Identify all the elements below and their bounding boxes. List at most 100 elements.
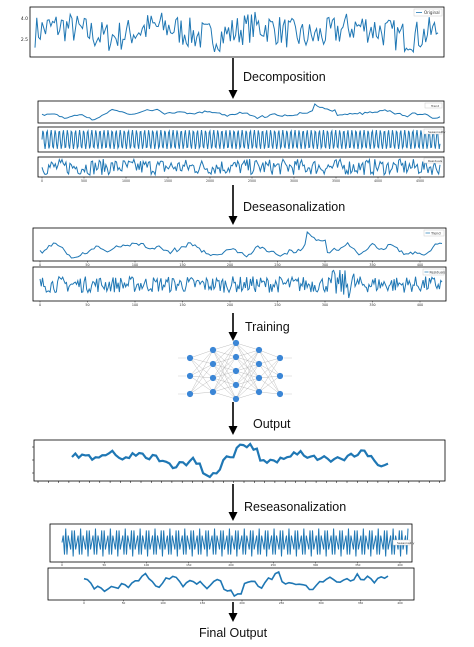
axis-tick-label: 3000	[290, 179, 298, 183]
nn-node	[276, 390, 284, 398]
nn-connection	[189, 349, 214, 395]
axis-tick-label: 300	[322, 303, 328, 307]
nn-connection	[258, 363, 281, 377]
decomp-trend-chart: Trend	[37, 100, 445, 124]
nn-node	[232, 339, 240, 347]
reseason-seasonality-xticks: 0 50 100 150 200 250 300 350 400	[61, 562, 403, 567]
nn-connection	[235, 363, 260, 400]
axis-tick-label: 350	[369, 303, 375, 307]
axis-tick-label: 300	[318, 601, 324, 605]
deseason-trend-line	[39, 231, 443, 259]
nn-connection	[189, 375, 214, 379]
decomp-xaxis-ticks: 0 500 1000 1500 2000 2500 3000 3500 4000 4500	[41, 177, 424, 183]
axis-tick-label: 200	[227, 263, 233, 267]
axis-tick-label: 0	[39, 303, 41, 307]
nn-connection	[258, 357, 281, 379]
nn-connection	[235, 349, 260, 372]
axis-tick-label: 250	[274, 303, 280, 307]
original-chart: 4.0 2.5 Original	[21, 6, 445, 58]
axis-tick-label: 4500	[416, 179, 424, 183]
nn-connection	[258, 391, 281, 395]
step-label-deseasonalization: Deseasonalization	[243, 200, 345, 214]
decomp-trend-line	[41, 103, 441, 121]
axis-tick-label: 200	[239, 601, 245, 605]
nn-connection	[258, 375, 281, 393]
reseason-output-chart: 0 50 100 150 200 250 300 350 400	[47, 567, 415, 605]
axis-tick-label: 300	[322, 263, 328, 267]
nn-connection	[189, 357, 214, 393]
decomp-seasonality-legend-label: Seasonality	[428, 130, 446, 134]
axis-tick-label: 100	[144, 563, 150, 567]
original-ytick-bottom: 2.5	[21, 37, 28, 43]
deseason-residuals-legend-label: Residuals	[430, 271, 446, 275]
axis-tick-label: 50	[122, 601, 126, 605]
axis-tick-label: 400	[417, 303, 423, 307]
step-label-training: Training	[245, 320, 290, 334]
original-chart-frame	[29, 6, 445, 58]
nn-connection	[189, 349, 214, 377]
nn-connection	[189, 363, 214, 395]
nn-node	[209, 360, 217, 368]
deseason-residuals-legend	[422, 268, 445, 276]
nn-node	[186, 372, 194, 380]
decomp-residuals-chart: Residuals 0 500 1000 1500 2000 2500 3000 3500 40…	[37, 156, 445, 183]
decomp-residuals-legend	[423, 157, 443, 164]
output-chart	[32, 439, 446, 483]
deseason-residuals-xticks: 0 50 100 150 200 250 300 350 400	[39, 301, 423, 307]
nn-connection	[235, 349, 260, 358]
deseason-trend-frame	[32, 227, 447, 262]
output-axis-ticks	[32, 446, 440, 483]
original-legend	[413, 8, 443, 17]
nn-connection	[258, 377, 281, 395]
axis-tick-label: 400	[417, 263, 423, 267]
nn-connection	[235, 349, 260, 386]
nn-connection	[258, 357, 281, 393]
nn-connection	[189, 375, 214, 393]
axis-tick-label: 350	[369, 263, 375, 267]
reseason-seasonality-chart: Seasonality 0 50 100 150 200 250 300 350 400	[49, 523, 415, 567]
nn-node	[186, 390, 194, 398]
nn-connection	[258, 349, 281, 359]
step-label-final-output: Final Output	[199, 626, 268, 640]
original-legend-label: Original	[424, 10, 440, 15]
axis-tick-label: 150	[186, 563, 192, 567]
axis-tick-label: 3500	[332, 179, 340, 183]
axis-tick-label: 0	[83, 601, 85, 605]
reseason-seasonality-legend	[392, 539, 411, 546]
step-label-reseasonalization: Reseasonalization	[244, 500, 346, 514]
axis-tick-label: 0	[39, 263, 41, 267]
decomp-seasonality-legend	[423, 128, 443, 135]
nn-node	[255, 360, 263, 368]
nn-node	[232, 381, 240, 389]
axis-tick-label: 400	[397, 563, 403, 567]
axis-tick-label: 50	[102, 563, 106, 567]
nn-node	[232, 395, 240, 403]
axis-tick-label: 2500	[248, 179, 256, 183]
axis-tick-label: 50	[85, 263, 89, 267]
nn-node	[209, 346, 217, 354]
deseason-residuals-chart: Residuals 0 50 100 150 200 250 300 350 400	[32, 266, 447, 307]
output-series-line	[71, 442, 389, 479]
axis-tick-label: 300	[313, 563, 319, 567]
step-label-decomposition: Decomposition	[243, 70, 326, 84]
nn-connection	[235, 377, 260, 400]
nn-connection	[258, 349, 281, 377]
nn-connection	[212, 384, 237, 393]
nn-connection	[212, 342, 237, 351]
nn-connection	[235, 391, 260, 400]
nn-node	[232, 367, 240, 375]
step-label-output: Output	[253, 417, 291, 431]
axis-tick-label: 250	[274, 263, 280, 267]
decomp-residuals-line	[41, 157, 441, 177]
nn-connection	[258, 349, 281, 395]
nn-connection	[212, 391, 237, 400]
reseason-output-line	[83, 570, 389, 598]
decomp-trend-frame	[37, 100, 445, 124]
axis-tick-label: 2000	[206, 179, 214, 183]
nn-node	[186, 354, 194, 362]
deseason-trend-legend	[423, 229, 445, 237]
axis-tick-label: 500	[81, 179, 87, 183]
nn-node	[232, 353, 240, 361]
decomp-trend-legend	[424, 102, 443, 109]
axis-tick-label: 100	[132, 303, 138, 307]
